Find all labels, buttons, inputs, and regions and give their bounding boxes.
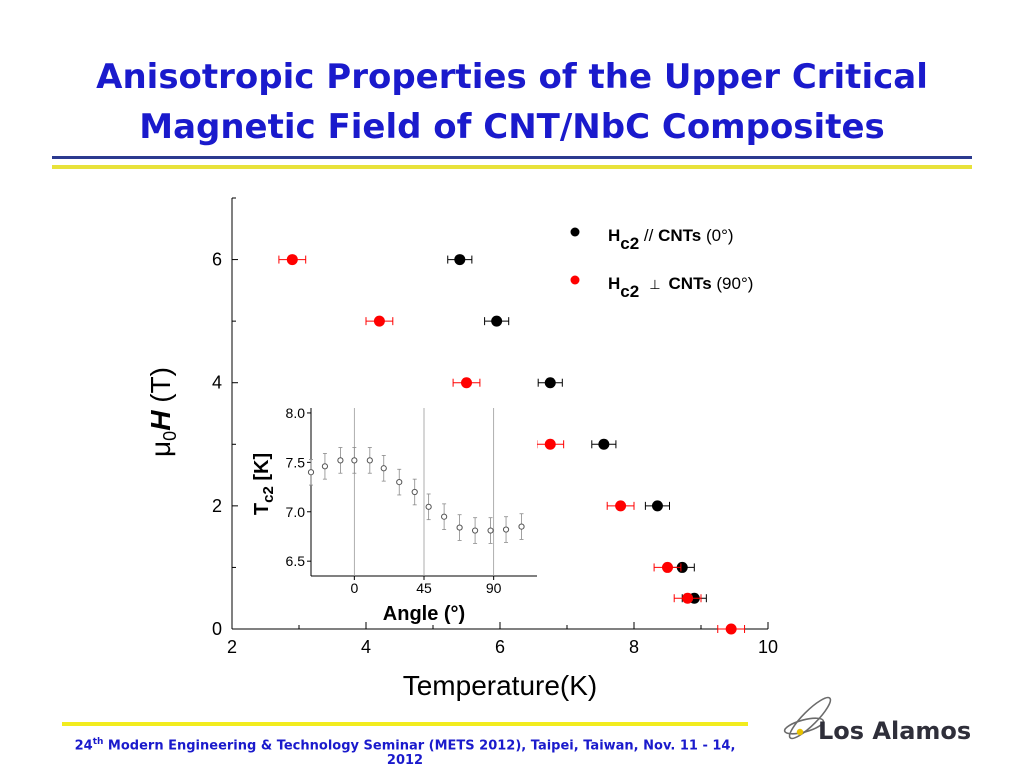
data-point — [491, 315, 503, 327]
inset-y-tick-label: 6.5 — [286, 553, 306, 569]
legend-entry: Hc2 ⊥ CNTs (90°) — [608, 274, 753, 301]
data-point — [662, 561, 673, 573]
y-tick-label: 4 — [212, 373, 222, 393]
inset-data-point — [351, 457, 358, 464]
footer-rule — [62, 722, 748, 726]
data-point — [682, 592, 694, 604]
data-point — [286, 254, 298, 266]
inset-y-axis-label: Tc2 [K] — [251, 453, 277, 515]
inset-y-tick-label: 7.5 — [286, 454, 306, 470]
y-tick-label: 6 — [212, 250, 222, 270]
x-axis-label: Temperature(K) — [403, 670, 598, 701]
legend-entry: Hc2 // CNTs (0°) — [608, 226, 734, 253]
inset-y-tick-label: 8.0 — [286, 405, 306, 421]
inset-data-point — [337, 457, 344, 464]
footer-text: Modern Engineering & Technology Seminar … — [103, 738, 736, 768]
slide-title-line-1: Anisotropic Properties of the Upper Crit… — [96, 57, 928, 97]
inset-y-tick-label: 7.0 — [286, 504, 306, 520]
data-point — [676, 561, 688, 573]
inset-x-tick-label: 45 — [416, 580, 432, 596]
atom-nucleus-icon — [796, 728, 804, 736]
inset-x-axis-label: Angle (°) — [383, 603, 465, 625]
inset-data-point — [456, 524, 463, 531]
title-rule-blue — [52, 156, 972, 159]
y-tick-label: 0 — [212, 619, 222, 639]
logo-text: Los Alamos — [818, 717, 971, 745]
inset-data-point — [307, 469, 315, 476]
x-tick-label: 6 — [495, 637, 505, 657]
series-parallel — [447, 254, 707, 604]
footer: 24th Modern Engineering & Technology Sem… — [62, 737, 748, 768]
inset-data-point — [425, 503, 432, 510]
legend-marker — [570, 275, 580, 285]
inset-chart: 0 45 90 6.5 7.0 7.5 8.0 Angle (°) Tc2 [K] — [251, 404, 537, 625]
data-point — [544, 377, 556, 389]
atom-icon — [783, 696, 832, 740]
data-point — [615, 500, 627, 512]
footer-ordinal-suffix: th — [92, 737, 104, 747]
inset-data-point — [411, 488, 418, 496]
data-point — [651, 500, 663, 512]
legend-marker — [570, 227, 580, 237]
inset-data-point — [487, 527, 494, 534]
data-point — [598, 438, 610, 450]
y-tick-label: 2 — [212, 496, 222, 516]
x-tick-label: 4 — [361, 637, 371, 657]
inset-data-point — [321, 463, 329, 470]
x-tick-label: 2 — [227, 637, 237, 657]
footer-ordinal: 24 — [74, 738, 93, 754]
data-point — [544, 438, 556, 450]
inset-x-tick-label: 0 — [350, 580, 358, 596]
data-point — [461, 377, 472, 389]
los-alamos-logo: Los Alamos — [783, 696, 971, 745]
inset-data-point — [441, 513, 448, 520]
inset-data-point — [502, 526, 510, 533]
inset-data-point — [518, 523, 525, 530]
inset-data-point — [396, 479, 403, 486]
slide-title: Anisotropic Properties of the Upper Crit… — [40, 52, 984, 152]
x-tick-label: 8 — [629, 637, 639, 657]
title-rule-yellow — [52, 165, 972, 169]
inset-data-point — [471, 527, 479, 534]
x-tick-label: 10 — [758, 637, 778, 657]
series-perpendicular — [278, 254, 746, 635]
slide-title-line-2: Magnetic Field of CNT/NbC Composites — [139, 107, 885, 147]
data-point — [725, 623, 737, 635]
inset-data-point — [366, 457, 373, 464]
data-point — [373, 315, 385, 327]
inset-data-point — [380, 465, 387, 472]
y-axis-label: μ0H (T) — [145, 367, 180, 457]
data-point — [454, 254, 466, 266]
inset-x-tick-label: 90 — [486, 580, 502, 596]
